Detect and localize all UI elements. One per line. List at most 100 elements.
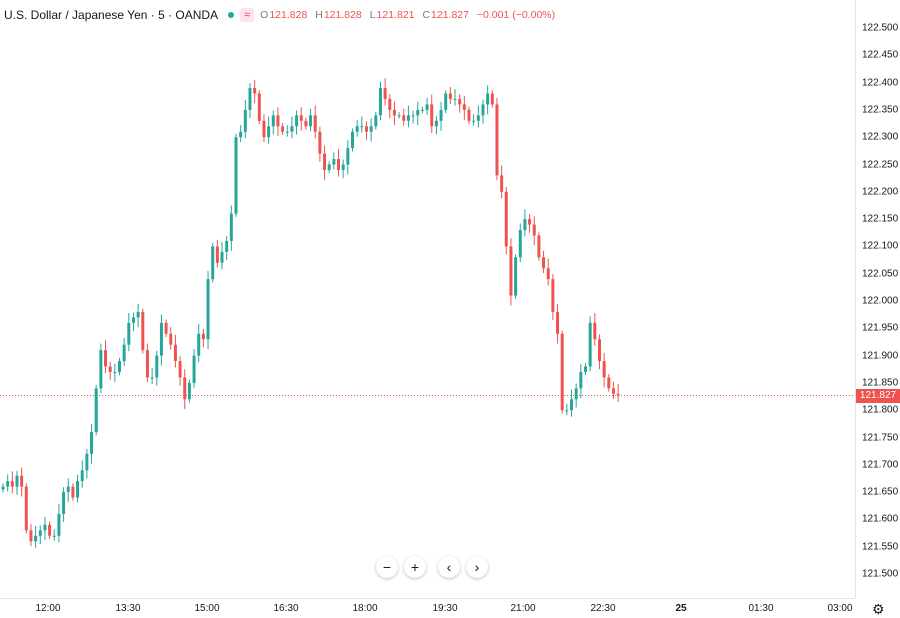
y-tick-label: 122.350 [862, 104, 899, 116]
y-tick-label: 121.700 [862, 459, 899, 471]
candle-body [434, 120, 438, 127]
candle-body [173, 344, 177, 362]
candle-body [215, 246, 219, 263]
candle-body [57, 513, 61, 536]
candle-body [570, 399, 574, 411]
candle-body [551, 279, 555, 312]
candle-body [85, 453, 89, 471]
candle-body [122, 344, 126, 362]
candle-body [29, 530, 33, 542]
candle-body [472, 120, 476, 122]
candle-body [20, 475, 24, 487]
candle-body [267, 126, 271, 138]
price-axis[interactable]: 122.500 122.450 122.400 122.350 122.300 122.2… [855, 0, 900, 598]
candle-body [593, 322, 597, 340]
candlestick-chart[interactable] [0, 0, 855, 598]
time-axis[interactable]: 12:00 13:30 15:00 16:30 18:00 19:30 21:00 22:30… [0, 598, 855, 618]
symbol-title[interactable]: U.S. Dollar / Japanese Yen · 5 · OANDA [4, 8, 219, 22]
chart-area[interactable] [0, 0, 855, 598]
low-key: L [369, 9, 376, 21]
candle-body [313, 115, 317, 132]
candle-body [481, 104, 485, 116]
candle-body [560, 333, 564, 411]
candle-body [80, 470, 84, 482]
candle-body [504, 191, 508, 247]
y-tick-label: 121.900 [862, 350, 899, 362]
candle-body [416, 109, 420, 116]
zoom-out-button[interactable]: − [376, 556, 398, 578]
y-tick-label: 122.400 [862, 77, 899, 89]
y-tick-label: 122.250 [862, 159, 899, 170]
candle-body [453, 98, 457, 100]
candle-body [104, 350, 108, 367]
candle-body [383, 88, 387, 99]
candle-body [332, 159, 336, 165]
settings-gear-icon[interactable]: ⚙ [872, 601, 885, 617]
candle-body [369, 126, 373, 132]
compare-icon[interactable]: ≈ [240, 8, 255, 22]
candle-body [234, 137, 238, 214]
candle-body [48, 524, 52, 536]
y-tick-label: 122.450 [862, 49, 899, 61]
candle-body [281, 126, 285, 132]
candle-body [257, 93, 261, 121]
candle-body [309, 115, 313, 127]
x-tick-label: 16:30 [273, 603, 299, 614]
candle-body [388, 98, 392, 110]
candle-body [108, 366, 112, 372]
candle-body [565, 410, 569, 412]
candle-body [518, 230, 522, 258]
candle-body [1, 486, 5, 490]
candle-body [528, 219, 532, 225]
x-tick-label: 12:00 [35, 603, 61, 614]
y-tick-label: 121.800 [862, 404, 899, 416]
change-value: −0.001 (−0.00%) [476, 9, 556, 21]
candle-body [397, 115, 401, 117]
candle-body [239, 131, 243, 138]
candle-body [131, 317, 135, 323]
y-tick-label: 121.950 [862, 322, 899, 334]
symbol-header: U.S. Dollar / Japanese Yen · 5 · OANDA ≈… [4, 6, 560, 24]
candle-body [220, 251, 224, 263]
candle-body [542, 257, 546, 269]
candle-body [118, 361, 121, 372]
candle-body [588, 322, 592, 367]
candle-body [327, 164, 331, 170]
y-tick-label: 122.300 [862, 131, 899, 143]
candle-body [458, 98, 462, 105]
candle-body [579, 371, 583, 389]
candle-body [225, 240, 229, 252]
y-tick-label: 121.550 [862, 541, 899, 553]
close-value: 121.827 [431, 9, 469, 21]
candle-body [197, 333, 201, 356]
candle-body [113, 371, 117, 373]
candle-body [24, 486, 28, 531]
scroll-right-button[interactable]: › [466, 556, 488, 578]
candle-body [71, 486, 75, 498]
candle-body [355, 126, 359, 132]
candle-body [6, 481, 10, 487]
candle-body [337, 159, 341, 170]
candle-body [159, 322, 163, 356]
zoom-in-button[interactable]: + [404, 556, 426, 578]
scroll-left-button[interactable]: ‹ [438, 556, 460, 578]
x-tick-label: 13:30 [115, 603, 141, 614]
candle-body [62, 492, 66, 514]
candle-body [556, 311, 560, 334]
candle-body [486, 93, 490, 105]
candle-body [127, 322, 131, 345]
candle-body [509, 246, 513, 296]
candle-body [378, 88, 382, 116]
y-tick-label: 122.150 [862, 213, 899, 225]
candle-body [15, 475, 19, 487]
y-tick-label: 122.200 [862, 186, 899, 198]
candle-body [444, 93, 448, 110]
candle-body [141, 311, 145, 351]
x-tick-label: 18:00 [352, 603, 378, 614]
candle-body [229, 213, 233, 241]
candle-body [430, 104, 434, 127]
candle-body [514, 257, 518, 296]
candle-body [271, 115, 275, 127]
candle-body [420, 109, 424, 111]
candle-body [495, 104, 499, 176]
